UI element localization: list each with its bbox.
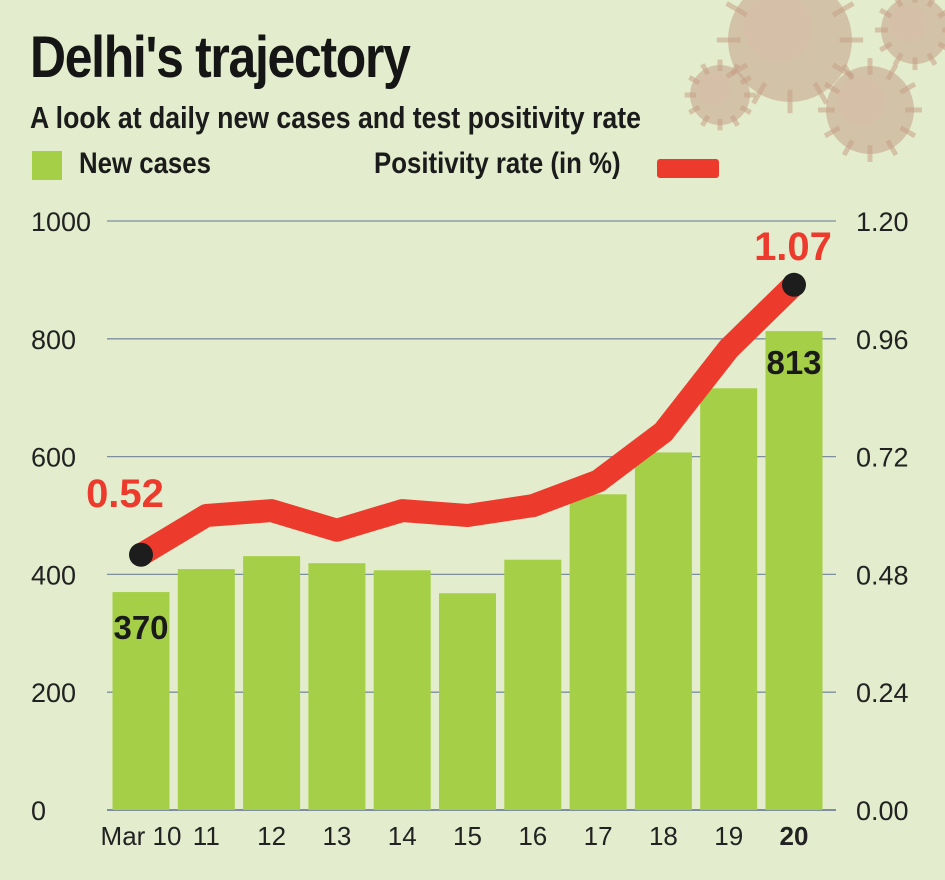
bar-new-cases: [569, 494, 627, 810]
chart-title: Delhi's trajectory: [30, 25, 411, 90]
virus-highlight: [697, 72, 731, 106]
bar-new-cases: [700, 388, 758, 810]
left-tick-label: 200: [31, 678, 76, 708]
x-tick-label: 14: [388, 821, 417, 851]
right-tick-label: 0.24: [856, 678, 909, 708]
left-tick-label: 0: [31, 796, 46, 826]
x-tick-label: 18: [649, 821, 678, 851]
x-tick-label: 11: [193, 821, 220, 851]
line-series-positivity-rate: [129, 272, 806, 567]
bar-new-cases: [765, 331, 823, 810]
chart-subtitle: A look at daily new cases and test posit…: [30, 100, 641, 135]
x-tick-label: 20: [780, 821, 809, 851]
left-tick-label: 600: [31, 443, 76, 473]
virus-highlight: [837, 77, 886, 126]
right-tick-label: 0.48: [856, 560, 909, 590]
positivity-rate-line: [129, 273, 806, 567]
legend-positivity-rate-swatch: [657, 159, 719, 178]
bar-new-cases: [243, 556, 301, 810]
right-tick-label: 0.72: [856, 443, 909, 473]
annotation-last-rate: 1.07: [754, 225, 832, 269]
right-tick-label: 0.96: [856, 325, 909, 355]
annotation-first-cases: 370: [113, 609, 168, 646]
x-tick-label: 12: [257, 821, 286, 851]
annotation-last-cases: 813: [766, 344, 821, 381]
left-tick-label: 400: [31, 560, 76, 590]
bar-new-cases: [112, 592, 170, 810]
bar-new-cases: [504, 559, 562, 810]
annotations: 370 813 0.52 1.07: [86, 225, 832, 646]
bar-series-new-cases: [112, 331, 823, 810]
bar-new-cases: [177, 569, 235, 810]
x-tick-label: 17: [584, 821, 613, 851]
bar-new-cases: [373, 570, 431, 810]
legend-positivity-rate-label: Positivity rate (in %): [374, 147, 621, 180]
right-tick-label: 0.00: [856, 796, 909, 826]
bar-new-cases: [439, 593, 496, 810]
bar-new-cases: [634, 452, 692, 810]
right-tick-label: 1.20: [856, 207, 909, 237]
virus-highlight: [743, 0, 812, 62]
x-tick-label: 15: [453, 821, 482, 851]
left-tick-label: 800: [31, 325, 76, 355]
x-axis: Mar 10 11 12 13 14 15 16 17 18 19 20: [101, 821, 809, 851]
legend-new-cases-label: New cases: [79, 147, 211, 180]
right-axis: 0.00 0.24 0.48 0.72 0.96 1.20: [856, 207, 909, 826]
left-tick-label: 1000: [31, 207, 91, 237]
bar-new-cases: [308, 563, 366, 810]
left-axis: 0 200 400 600 800 1000: [31, 207, 91, 826]
positivity-rate-marker: [129, 542, 153, 567]
virus-highlight: [889, 4, 927, 42]
coronavirus-icon: [684, 0, 945, 162]
positivity-rate-marker: [782, 272, 806, 297]
x-tick-label: 16: [518, 821, 547, 851]
x-tick-label: Mar 10: [101, 821, 182, 851]
x-tick-label: 19: [714, 821, 743, 851]
legend-new-cases-swatch: [32, 151, 62, 180]
x-tick-label: 13: [322, 821, 351, 851]
annotation-first-rate: 0.52: [86, 472, 164, 516]
